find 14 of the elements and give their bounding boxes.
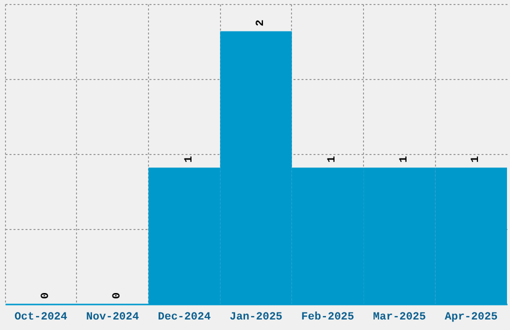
x-tick-label: Feb-2025 bbox=[301, 312, 355, 324]
data-label: 1 bbox=[470, 156, 482, 163]
data-label: 0 bbox=[40, 292, 52, 299]
data-label: 1 bbox=[183, 156, 196, 163]
x-tick-label: Dec-2024 bbox=[158, 312, 212, 324]
data-label: 2 bbox=[255, 20, 267, 26]
data-label: 1 bbox=[326, 156, 339, 163]
x-tick-label: Oct-2024 bbox=[14, 312, 68, 324]
data-label: 0 bbox=[112, 292, 124, 299]
x-tick-label: Jan-2025 bbox=[230, 312, 283, 324]
data-label: 1 bbox=[398, 156, 410, 163]
x-tick-label: Mar-2025 bbox=[373, 312, 426, 324]
x-tick-label: Apr-2025 bbox=[444, 312, 498, 324]
x-tick-label: Nov-2024 bbox=[86, 312, 140, 324]
